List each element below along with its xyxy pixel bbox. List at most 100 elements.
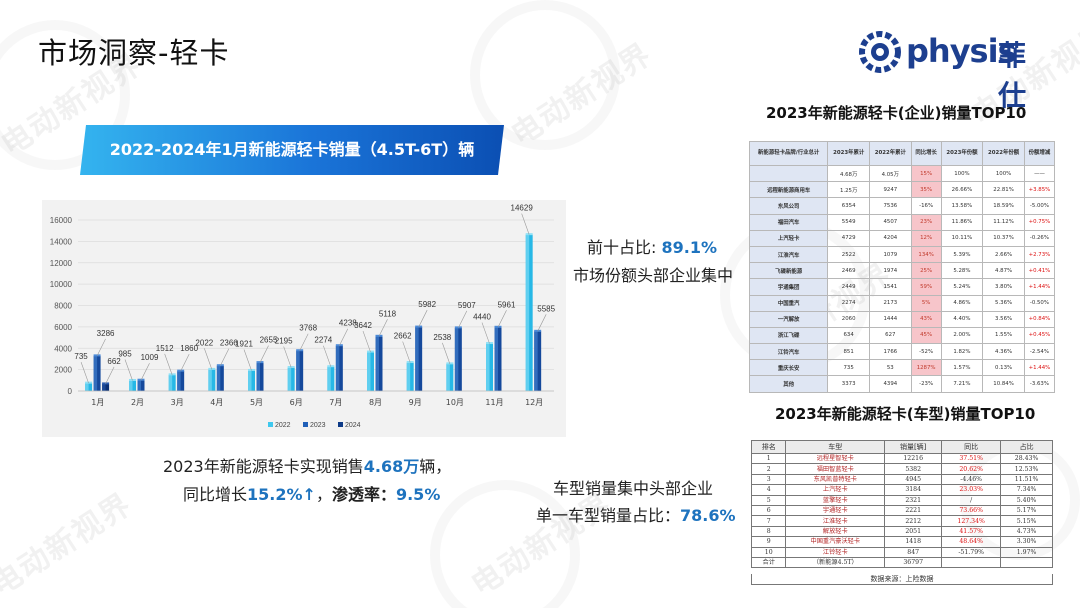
table-header-cell: 车型 (785, 440, 886, 454)
table-cell: 5.39% (940, 245, 984, 264)
table-cell: 3184 (884, 484, 943, 496)
table-total-row: 合计 （新能源4.5T） 36797 (750, 556, 1053, 569)
data-label: 5982 (418, 300, 436, 309)
x-tick-label: 4月 (210, 398, 223, 407)
data-label: 1921 (235, 339, 253, 348)
table-cell: 41.57% (941, 525, 1002, 538)
sales-summary-line2: 同比增长15.2%↑，渗透率：9.5% (183, 481, 440, 505)
table-cell: 4.05万 (868, 164, 912, 183)
table-cell: 53 (868, 359, 912, 377)
data-source: 数据来源：上险数据 (751, 574, 1053, 585)
table-cell: 11.51% (1000, 473, 1053, 486)
table-cell: 上汽轻卡 (785, 484, 886, 496)
table-row: 2 福田智蓝轻卡 5382 20.62% 12.53% (750, 463, 1053, 475)
table-cell: 2 (750, 463, 787, 475)
bar-highlight (256, 362, 260, 391)
table-cell: 1.97% (1000, 546, 1053, 558)
table-cell: 2522 (827, 245, 870, 264)
table-cell: 10.84% (982, 375, 1025, 393)
table-row: 4 上汽轻卡 3184 23.03% 7.34% (750, 484, 1053, 496)
table-cell: 20.62% (941, 463, 1002, 475)
x-tick-label: 11月 (485, 398, 503, 407)
table-cell: 福田智蓝轻卡 (785, 463, 886, 475)
table-row: 浙江飞碟 634 627 45% 2.00% 1.55% +0.45% (748, 326, 1056, 345)
data-label: 1009 (141, 353, 159, 362)
table-cell: 45% (910, 326, 942, 345)
table-header-cell: 同比增长 (910, 141, 942, 166)
table-cell: 2060 (827, 310, 870, 328)
label-leader (105, 366, 115, 385)
page-title: 市场洞察-轻卡 (38, 36, 230, 70)
table-row: 飞碟新能源 2469 1974 25% 5.28% 4.87% +0.41% (748, 262, 1056, 280)
table-cell: 江铃轻卡 (785, 546, 886, 558)
logo-text: physis (906, 32, 1017, 70)
label-leader (180, 353, 190, 372)
legend-swatch (268, 422, 273, 427)
table-cell: -52% (910, 343, 942, 361)
table-row: 福田汽车 5549 4507 23% 11.86% 11.12% +0.75% (748, 213, 1056, 231)
table-cell (748, 164, 829, 183)
table-cell (941, 556, 1002, 569)
table-cell: +1.44% (1023, 278, 1056, 296)
table-cell: 飞碟新能源 (748, 262, 829, 280)
data-label: 3768 (299, 324, 317, 333)
table-cell: 5.28% (940, 262, 984, 280)
legend-swatch (303, 422, 308, 427)
table-cell: 4 (750, 484, 787, 496)
x-tick-label: 3月 (171, 398, 184, 407)
table-cell: 10.11% (940, 229, 984, 247)
table-cell: 江铃汽车 (748, 343, 829, 361)
label-leader (378, 319, 388, 337)
label-leader (402, 341, 411, 363)
table-cell: 福田汽车 (748, 213, 829, 231)
table-cell: 4507 (868, 213, 912, 231)
penetration-label: 渗透率： (331, 485, 396, 504)
data-label: 3286 (97, 329, 115, 338)
table-cell: 3373 (827, 375, 870, 393)
table-cell: 10.37% (982, 229, 1025, 247)
table-cell: 远程新能源商用车 (748, 181, 829, 199)
enterprise-table-title: 2023年新能源轻卡(企业)销量TOP10 (766, 104, 1027, 122)
top10-share: 前十占比: 89.1% (587, 234, 717, 258)
bar-highlight (102, 383, 106, 391)
table-cell: 5 (750, 494, 787, 506)
table-row: 3 东风凯普特轻卡 4945 -4.46% 11.51% (750, 473, 1053, 486)
table-cell: 2321 (884, 494, 943, 506)
table-cell: 3 (750, 473, 787, 486)
table-cell: 2.66% (982, 245, 1025, 264)
table-cell: 中国重汽 (748, 294, 829, 312)
table-cell: +2.73% (1023, 245, 1056, 264)
table-cell: 1287% (910, 359, 942, 377)
table-cell: 23.03% (941, 484, 1002, 496)
table-cell: 22.81% (982, 181, 1025, 199)
table-cell: 6354 (827, 197, 870, 215)
bar-highlight (494, 327, 498, 391)
y-tick-label: 14000 (50, 237, 73, 246)
table-cell: 2221 (884, 504, 943, 517)
data-label: 662 (107, 357, 121, 366)
table-cell: 合计 (750, 556, 787, 569)
table-cell: +0.41% (1023, 262, 1056, 280)
table-header-cell: 2023年份额 (940, 141, 984, 166)
label-leader (323, 345, 332, 367)
label-leader (537, 314, 547, 332)
concentration-text: 市场份额头部企业集中 (573, 266, 734, 285)
label-leader (299, 333, 309, 351)
data-label: 1512 (156, 344, 174, 353)
table-cell: 15% (910, 164, 942, 183)
table-cell: 43% (910, 310, 942, 328)
table-cell: 634 (827, 326, 870, 345)
watermark-text: 电动新视界 (505, 36, 659, 154)
single-model-share: 单一车型销量占比：78.6% (536, 502, 736, 526)
data-label: 2366 (220, 339, 238, 348)
bar-highlight (367, 352, 371, 391)
table-cell: 1.55% (982, 326, 1025, 345)
label-leader (497, 310, 507, 328)
table-row: 1 远程星智轻卡 12216 37.51% 28.43% (750, 452, 1053, 465)
x-tick-label: 12月 (525, 398, 543, 407)
penetration-value: 9.5% (395, 485, 441, 504)
table-cell: 7 (750, 515, 787, 527)
x-tick-label: 8月 (369, 398, 382, 407)
bar-highlight (534, 331, 538, 391)
table-cell: 1418 (884, 536, 943, 548)
